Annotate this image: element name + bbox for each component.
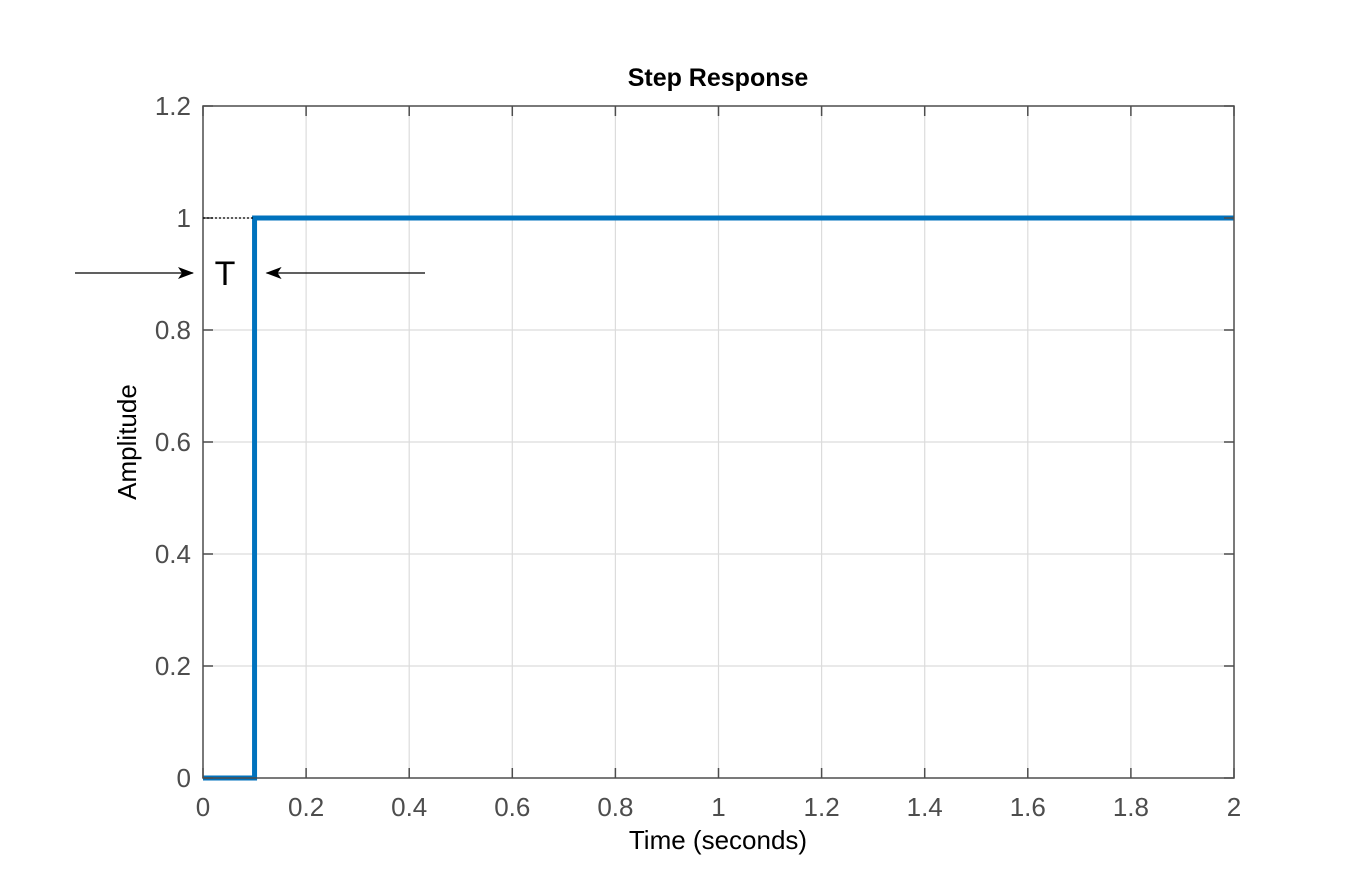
y-tick-label: 1.2 xyxy=(155,91,191,121)
y-tick-label: 1 xyxy=(177,203,191,233)
axis-ticks xyxy=(202,105,1235,779)
y-tick-label: 0.4 xyxy=(155,539,191,569)
x-tick-labels: 0 0.2 0.4 0.6 0.8 1 1.2 1.4 1.6 1.8 2 xyxy=(196,792,1241,822)
y-tick-label: 0.6 xyxy=(155,427,191,457)
x-tick-label: 0.2 xyxy=(288,792,324,822)
x-axis-label: Time (seconds) xyxy=(629,825,807,855)
x-tick-label: 0 xyxy=(196,792,210,822)
x-tick-label: 0.8 xyxy=(597,792,633,822)
x-tick-label: 0.6 xyxy=(494,792,530,822)
x-tick-label: 1.4 xyxy=(907,792,943,822)
y-tick-label: 0.8 xyxy=(155,315,191,345)
y-tick-label: 0 xyxy=(177,763,191,793)
y-axis-label: Amplitude xyxy=(112,384,142,500)
x-tick-label: 1.2 xyxy=(804,792,840,822)
x-tick-label: 1.8 xyxy=(1113,792,1149,822)
delay-label: T xyxy=(215,255,236,293)
x-tick-label: 0.4 xyxy=(391,792,427,822)
y-tick-labels: 0 0.2 0.4 0.6 0.8 1 1.2 xyxy=(155,91,191,793)
x-tick-label: 2 xyxy=(1227,792,1241,822)
x-tick-label: 1 xyxy=(711,792,725,822)
chart-title: Step Response xyxy=(628,64,809,92)
annotation-layer: T xyxy=(75,217,425,293)
y-tick-label: 0.2 xyxy=(155,651,191,681)
x-tick-label: 1.6 xyxy=(1010,792,1046,822)
